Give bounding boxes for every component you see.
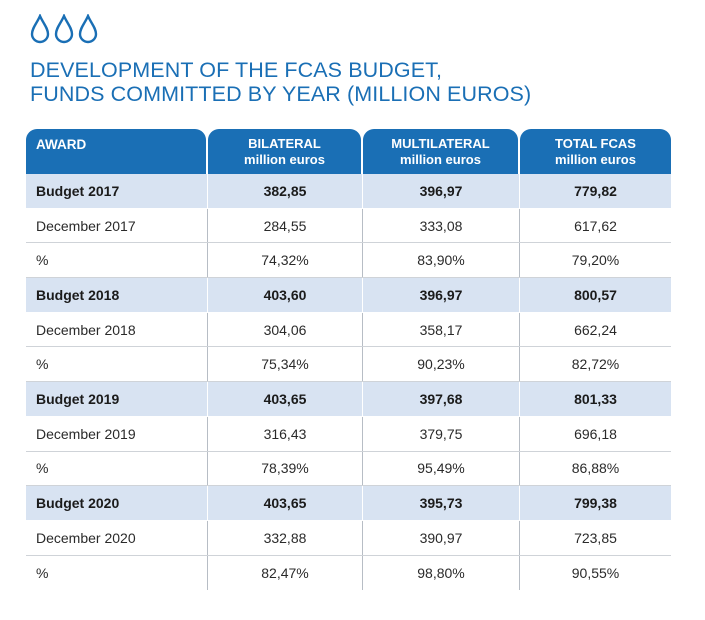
bilateral-cell: 304,06	[207, 312, 362, 347]
total-cell: 662,24	[519, 312, 671, 347]
multilateral-cell: 396,97	[362, 174, 519, 208]
header-multilateral-unit: million euros	[400, 152, 481, 167]
table-row: % 74,32% 83,90% 79,20%	[26, 243, 671, 279]
bilateral-cell: 75,34%	[207, 347, 362, 382]
total-cell: 723,85	[519, 520, 671, 555]
table-body: Budget 2017 382,85 396,97 779,82 December 20…	[26, 174, 671, 591]
table-row: December 2017 284,55 333,08 617,62	[26, 208, 671, 244]
total-cell: 799,38	[519, 486, 671, 520]
table-header: AWARD BILATERAL million euros MULTILATER…	[26, 129, 671, 174]
multilateral-cell: 95,49%	[362, 451, 519, 486]
bilateral-cell: 332,88	[207, 520, 362, 555]
bilateral-cell: 316,43	[207, 416, 362, 451]
table-row: December 2020 332,88 390,97 723,85	[26, 520, 671, 556]
header-award: AWARD	[26, 129, 206, 174]
row-label: Budget 2018	[36, 286, 120, 303]
bilateral-cell: 78,39%	[207, 451, 362, 486]
row-label: December 2017	[36, 217, 136, 234]
bilateral-cell: 382,85	[207, 174, 362, 208]
bilateral-cell: 403,60	[207, 278, 362, 312]
water-drop-icon	[78, 14, 98, 44]
multilateral-cell: 395,73	[362, 486, 519, 520]
bilateral-cell: 82,47%	[207, 555, 362, 591]
budget-row: Budget 2017 382,85 396,97 779,82	[26, 174, 671, 209]
bilateral-cell: 403,65	[207, 382, 362, 416]
row-label: %	[36, 564, 49, 581]
table-row: December 2018 304,06 358,17 662,24	[26, 312, 671, 348]
total-cell: 801,33	[519, 382, 671, 416]
water-drops	[30, 14, 98, 44]
water-drop-icon	[30, 14, 50, 44]
total-cell: 800,57	[519, 278, 671, 312]
row-label: Budget 2017	[36, 182, 120, 199]
multilateral-cell: 379,75	[362, 416, 519, 451]
header-bilateral-title: BILATERAL	[248, 136, 321, 151]
total-cell: 617,62	[519, 208, 671, 243]
total-cell: 696,18	[519, 416, 671, 451]
multilateral-cell: 90,23%	[362, 347, 519, 382]
bilateral-cell: 74,32%	[207, 243, 362, 278]
budget-row: Budget 2019 403,65 397,68 801,33	[26, 382, 671, 417]
header-total: TOTAL FCAS million euros	[520, 129, 671, 174]
row-label: %	[36, 356, 49, 373]
table-row: % 82,47% 98,80% 90,55%	[26, 555, 671, 591]
table-row: December 2019 316,43 379,75 696,18	[26, 416, 671, 452]
budget-row: Budget 2018 403,60 396,97 800,57	[26, 278, 671, 313]
row-label: %	[36, 460, 49, 477]
row-label: December 2020	[36, 529, 136, 546]
budget-row: Budget 2020 403,65 395,73 799,38	[26, 486, 671, 521]
row-label: %	[36, 252, 49, 269]
table-row: % 75,34% 90,23% 82,72%	[26, 347, 671, 383]
bilateral-cell: 403,65	[207, 486, 362, 520]
header-multilateral: MULTILATERAL million euros	[363, 129, 518, 174]
multilateral-cell: 390,97	[362, 520, 519, 555]
bilateral-cell: 284,55	[207, 208, 362, 243]
multilateral-cell: 98,80%	[362, 555, 519, 591]
budget-table: AWARD BILATERAL million euros MULTILATER…	[26, 129, 671, 591]
table-row: % 78,39% 95,49% 86,88%	[26, 451, 671, 487]
page-title: DEVELOPMENT OF THE FCAS BUDGET, FUNDS CO…	[30, 58, 531, 106]
header-multilateral-title: MULTILATERAL	[391, 136, 490, 151]
total-cell: 86,88%	[519, 451, 671, 486]
multilateral-cell: 396,97	[362, 278, 519, 312]
row-label: Budget 2020	[36, 495, 120, 512]
multilateral-cell: 397,68	[362, 382, 519, 416]
total-cell: 82,72%	[519, 347, 671, 382]
total-cell: 79,20%	[519, 243, 671, 278]
header-total-unit: million euros	[555, 152, 636, 167]
multilateral-cell: 83,90%	[362, 243, 519, 278]
header-total-title: TOTAL FCAS	[555, 136, 636, 151]
row-label: December 2018	[36, 321, 136, 338]
multilateral-cell: 358,17	[362, 312, 519, 347]
multilateral-cell: 333,08	[362, 208, 519, 243]
row-label: Budget 2019	[36, 390, 120, 407]
title-line-1: DEVELOPMENT OF THE FCAS BUDGET,	[30, 58, 443, 82]
header-bilateral: BILATERAL million euros	[208, 129, 361, 174]
title-line-2: FUNDS COMMITTED BY YEAR (MILLION EUROS)	[30, 82, 532, 106]
row-label: December 2019	[36, 425, 136, 442]
header-bilateral-unit: million euros	[244, 152, 325, 167]
total-cell: 779,82	[519, 174, 671, 208]
water-drop-icon	[54, 14, 74, 44]
total-cell: 90,55%	[519, 555, 671, 591]
